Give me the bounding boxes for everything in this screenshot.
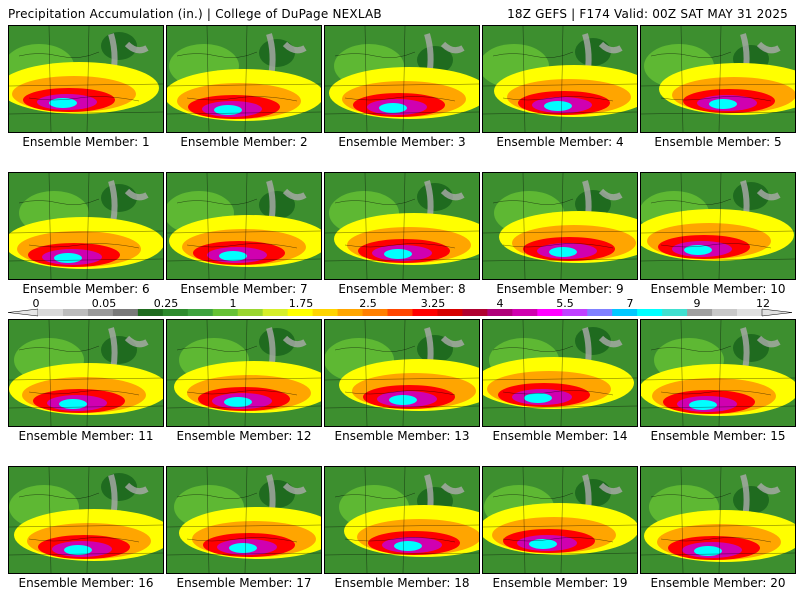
- ensemble-map-10: [640, 172, 796, 280]
- ensemble-map-17: [166, 466, 322, 574]
- ensemble-map-8: [324, 172, 480, 280]
- colorbar-tick-label: 7: [626, 297, 634, 310]
- ensemble-member-label: Ensemble Member: 17: [176, 576, 312, 590]
- colorbar-swatch: [437, 309, 463, 316]
- ensemble-map-5: [640, 25, 796, 133]
- colorbar-swatch: [137, 309, 164, 316]
- colorbar-swatch: [112, 309, 139, 316]
- colorbar-tick-label: 0.05: [91, 297, 117, 310]
- ensemble-member-label: Ensemble Member: 16: [18, 576, 154, 590]
- ensemble-member-label: Ensemble Member: 12: [176, 429, 312, 443]
- ensemble-map-19: [482, 466, 638, 574]
- ensemble-map-13: [324, 319, 480, 427]
- colorbar-tick-label: 1.75: [288, 297, 314, 310]
- ensemble-member-label: Ensemble Member: 1: [22, 135, 150, 149]
- ensemble-map-6: [8, 172, 164, 280]
- ensemble-map-12: [166, 319, 322, 427]
- colorbar-tick-label: 2.5: [359, 297, 377, 310]
- ensemble-member-label: Ensemble Member: 5: [654, 135, 782, 149]
- colorbar-swatch: [612, 309, 638, 316]
- ensemble-map-16: [8, 466, 164, 574]
- colorbar-tick-label: 4: [496, 297, 504, 310]
- ensemble-member-label: Ensemble Member: 10: [650, 282, 786, 296]
- colorbar-tick-label: 0.25: [153, 297, 179, 310]
- colorbar-swatch: [262, 309, 289, 316]
- colorbar-max-arrow: [761, 308, 793, 317]
- colorbar-tick-label: 3.25: [420, 297, 446, 310]
- colorbar-swatch: [687, 309, 713, 316]
- colorbar-swatch: [62, 309, 89, 316]
- colorbar-swatch: [412, 309, 438, 316]
- colorbar-swatch: [487, 309, 513, 316]
- ensemble-member-label: Ensemble Member: 14: [492, 429, 628, 443]
- ensemble-map-9: [482, 172, 638, 280]
- colorbar-swatch: [387, 309, 413, 316]
- colorbar-swatch: [362, 309, 389, 316]
- ensemble-map-15: [640, 319, 796, 427]
- ensemble-member-label: Ensemble Member: 7: [180, 282, 308, 296]
- colorbar-swatch: [212, 309, 239, 316]
- ensemble-member-label: Ensemble Member: 6: [22, 282, 150, 296]
- ensemble-member-label: Ensemble Member: 8: [338, 282, 466, 296]
- ensemble-map-14: [482, 319, 638, 427]
- colorbar-tick-label: 5.5: [556, 297, 574, 310]
- colorbar-tick-label: 12: [756, 297, 770, 310]
- run-info: 18Z GEFS | F174 Valid: 00Z SAT MAY 31 20…: [507, 7, 788, 21]
- colorbar-swatch: [637, 309, 663, 316]
- ensemble-map-20: [640, 466, 796, 574]
- colorbar-swatch: [312, 309, 339, 316]
- colorbar-swatch: [87, 309, 114, 316]
- colorbar-swatch: [537, 309, 563, 316]
- colorbar-swatch: [38, 309, 64, 316]
- colorbar-swatch: [562, 309, 588, 316]
- colorbar-swatch: [237, 309, 264, 316]
- colorbar-swatch: [462, 309, 488, 316]
- ensemble-map-11: [8, 319, 164, 427]
- ensemble-member-label: Ensemble Member: 13: [334, 429, 470, 443]
- colorbar-swatch: [187, 309, 214, 316]
- ensemble-map-4: [482, 25, 638, 133]
- colorbar-swatch: [737, 309, 763, 316]
- ensemble-map-1: [8, 25, 164, 133]
- colorbar-tick-label: 9: [693, 297, 701, 310]
- colorbar-swatch: [287, 309, 314, 316]
- ensemble-member-label: Ensemble Member: 2: [180, 135, 308, 149]
- ensemble-member-label: Ensemble Member: 11: [18, 429, 154, 443]
- ensemble-map-2: [166, 25, 322, 133]
- ensemble-member-label: Ensemble Member: 19: [492, 576, 628, 590]
- precip-colorbar: [7, 308, 793, 317]
- colorbar-swatch: [587, 309, 613, 316]
- ensemble-member-label: Ensemble Member: 20: [650, 576, 786, 590]
- colorbar-swatch: [162, 309, 189, 316]
- colorbar-min-arrow: [7, 308, 39, 317]
- map-title: Precipitation Accumulation (in.) | Colle…: [8, 7, 382, 21]
- colorbar-swatch: [337, 309, 364, 316]
- colorbar-swatch: [512, 309, 538, 316]
- ensemble-member-label: Ensemble Member: 4: [496, 135, 624, 149]
- ensemble-member-label: Ensemble Member: 3: [338, 135, 466, 149]
- ensemble-member-label: Ensemble Member: 18: [334, 576, 470, 590]
- ensemble-map-7: [166, 172, 322, 280]
- colorbar-swatch: [662, 309, 688, 316]
- colorbar-tick-label: 0: [32, 297, 40, 310]
- colorbar-tick-label: 1: [229, 297, 237, 310]
- ensemble-map-18: [324, 466, 480, 574]
- colorbar-swatch: [712, 309, 738, 316]
- ensemble-member-label: Ensemble Member: 15: [650, 429, 786, 443]
- ensemble-map-3: [324, 25, 480, 133]
- ensemble-member-label: Ensemble Member: 9: [496, 282, 624, 296]
